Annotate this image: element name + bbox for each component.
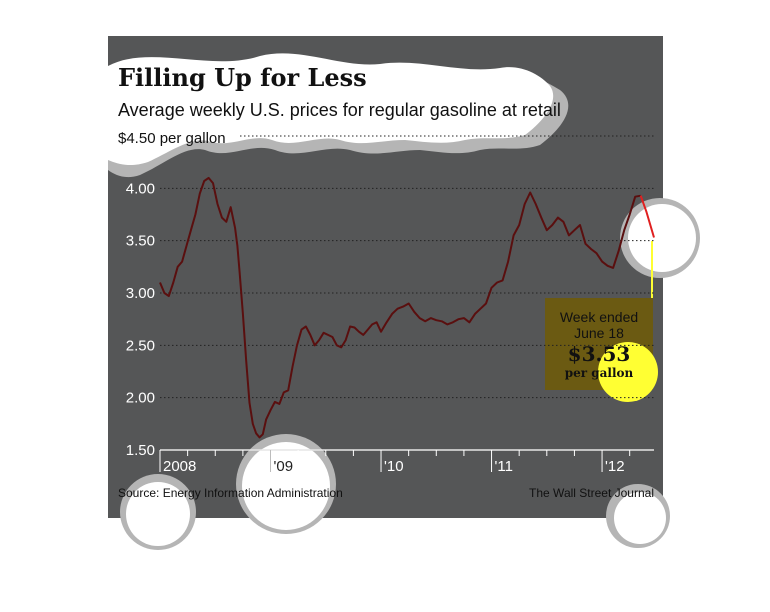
series-lines (159, 176, 655, 439)
x-axis-ticks: 2008 '09 '10 '11 '12 (159, 450, 631, 475)
bubble-right (628, 204, 696, 272)
title-banner (108, 53, 554, 166)
x-tick-label: 2008 (163, 458, 196, 475)
y-unit-label: $4.50 per gallon (118, 130, 226, 147)
highlight-glow (598, 342, 658, 402)
gridlines (160, 135, 654, 451)
y-axis-ticks: 1.50 2.00 2.50 3.00 3.50 4.00 (126, 180, 155, 459)
chart-subtitle: Average weekly U.S. prices for regular g… (118, 100, 561, 120)
x-tick-label: '10 (384, 458, 404, 475)
series-line-1 (639, 195, 655, 238)
annotation-unit: per gallon (565, 366, 634, 380)
y-tick-label: 2.50 (126, 337, 155, 354)
y-tick-label: 4.00 (126, 180, 155, 197)
annotation-value: $3.53 (568, 342, 631, 366)
y-tick-label: 3.00 (126, 285, 155, 302)
series-line-0 (159, 176, 641, 439)
credit-note: The Wall Street Journal (529, 486, 654, 500)
x-tick-label: '11 (495, 458, 513, 475)
y-tick-label: 2.00 (126, 390, 155, 407)
bubble-bottom-left (126, 482, 190, 546)
y-tick-label: 1.50 (126, 442, 155, 459)
annotation-line1: Week ended (560, 309, 638, 325)
bubble-bottom (242, 442, 330, 530)
x-tick-label: '09 (274, 458, 294, 475)
bubble-bottom-right (614, 492, 666, 544)
chart-title: Filling Up for Less (118, 63, 367, 92)
source-note: Source: Energy Information Administratio… (118, 486, 343, 500)
y-tick-label: 3.50 (126, 233, 155, 250)
annotation-line2: June 18 (574, 325, 624, 341)
x-tick-label: '12 (605, 458, 625, 475)
